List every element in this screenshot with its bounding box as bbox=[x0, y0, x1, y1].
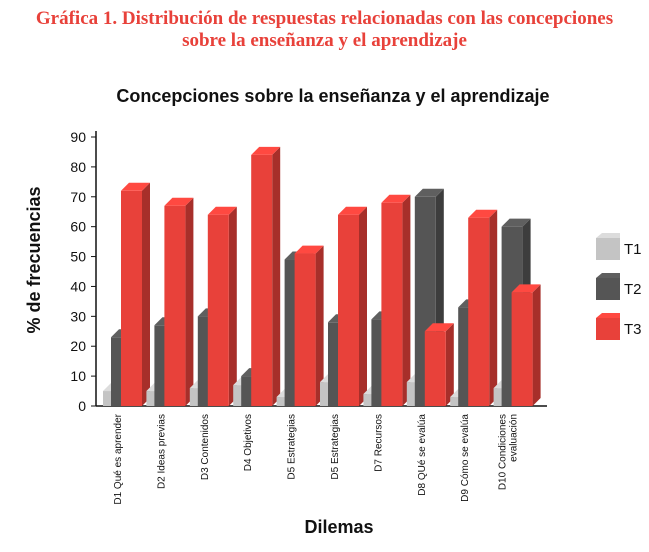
x-category-label: D10 Condiciones bbox=[498, 414, 509, 490]
caption-line-1: Gráfica 1. Distribución de respuestas re… bbox=[35, 8, 614, 29]
bar-side bbox=[532, 284, 541, 406]
bar-t3-2 bbox=[164, 197, 194, 406]
bar-front bbox=[294, 253, 316, 406]
y-axis-label: % de frecuencias bbox=[24, 186, 44, 333]
bar-t3-7 bbox=[381, 194, 411, 406]
x-category-label: D5 Estrategias bbox=[287, 414, 298, 480]
y-tick-label: 30 bbox=[70, 308, 86, 324]
bar-side bbox=[315, 245, 324, 406]
bar-side bbox=[272, 146, 281, 406]
x-category-label: D7 Recursos bbox=[373, 414, 384, 472]
bar-front bbox=[468, 217, 490, 406]
bar-t3-10 bbox=[511, 284, 541, 406]
legend-swatch-t2 bbox=[596, 278, 620, 300]
y-tick-label: 60 bbox=[70, 219, 86, 235]
bar-side bbox=[489, 209, 498, 406]
bar-t3-6 bbox=[338, 206, 367, 406]
bar-top bbox=[381, 194, 411, 203]
bar-t3-3 bbox=[207, 206, 237, 406]
bar-front bbox=[121, 190, 142, 406]
x-category-label: evaluación bbox=[509, 414, 520, 462]
y-tick-label: 90 bbox=[70, 129, 86, 145]
x-categories: D1 Qué es aprender D2 Ideas previas D3 Con… bbox=[113, 413, 520, 504]
x-category-label: D2 Ideas previas bbox=[156, 414, 167, 489]
bar-front bbox=[381, 202, 403, 406]
bar-front bbox=[251, 154, 273, 406]
bars-group bbox=[103, 146, 541, 406]
bar-top bbox=[501, 218, 531, 227]
x-category-label: D4 Objetivos bbox=[243, 414, 254, 471]
bar-side bbox=[142, 182, 150, 406]
legend-swatch-top bbox=[596, 273, 620, 278]
y-tick-label: 20 bbox=[70, 338, 86, 354]
bar-top bbox=[251, 146, 281, 155]
bar-side bbox=[228, 206, 237, 406]
figure-caption: Gráfica 1. Distribución de respuestas re… bbox=[0, 8, 649, 52]
bar-top bbox=[424, 323, 454, 332]
bar-top bbox=[207, 206, 237, 215]
legend-label-t1: T1 bbox=[624, 241, 642, 258]
bar-front bbox=[207, 214, 229, 406]
bar-top bbox=[414, 188, 444, 197]
bar-top bbox=[294, 245, 324, 254]
y-tick-label: 10 bbox=[70, 368, 86, 384]
bar-front bbox=[424, 331, 446, 406]
legend-swatch-top bbox=[596, 313, 620, 318]
x-category-label: D5 Estrategias bbox=[330, 414, 341, 480]
bar-side bbox=[445, 323, 454, 406]
x-category-label: D8 QUé se evalúa bbox=[417, 414, 428, 496]
bar-top bbox=[164, 197, 194, 206]
bar-t3-5 bbox=[294, 245, 324, 406]
legend-swatch-t3 bbox=[596, 318, 620, 340]
x-category-label: D3 Contenidos bbox=[200, 414, 211, 480]
legend-swatch-top bbox=[596, 233, 620, 238]
y-tick-label: 70 bbox=[70, 189, 86, 205]
legend-label-t3: T3 bbox=[624, 321, 642, 338]
bar-t3-9 bbox=[468, 209, 498, 406]
bar-side bbox=[402, 194, 411, 406]
legend-swatch-t1 bbox=[596, 238, 620, 260]
caption-line-2: sobre la enseñanza y el aprendizaje bbox=[182, 30, 467, 51]
bar-t3-4 bbox=[251, 146, 281, 406]
bar-side bbox=[359, 206, 367, 406]
legend: T1 T2 T3 bbox=[596, 233, 642, 340]
y-tick-label: 0 bbox=[78, 398, 86, 414]
x-category-label: D9 Cómo se evalúa bbox=[460, 414, 471, 502]
y-ticks: 0 10 20 30 40 50 60 70 80 90 bbox=[70, 129, 96, 414]
y-tick-label: 50 bbox=[70, 249, 86, 265]
bar-top bbox=[121, 182, 150, 191]
y-tick-label: 80 bbox=[70, 159, 86, 175]
bar-side bbox=[185, 197, 194, 406]
bar-front bbox=[164, 205, 186, 406]
legend-label-t2: T2 bbox=[624, 281, 642, 298]
bar-front bbox=[338, 214, 359, 406]
bar-top bbox=[468, 209, 498, 218]
x-axis-label: Dilemas bbox=[304, 517, 373, 537]
y-tick-label: 40 bbox=[70, 278, 86, 294]
bar-top bbox=[338, 206, 367, 215]
bar-front bbox=[511, 292, 533, 406]
chart-title: Concepciones sobre la enseñanza y el apr… bbox=[116, 86, 549, 106]
x-category-label: D1 Qué es aprender bbox=[113, 413, 124, 504]
bar-top bbox=[511, 284, 541, 293]
bar-t3-8 bbox=[424, 323, 454, 406]
bar-t3-1 bbox=[121, 182, 150, 406]
